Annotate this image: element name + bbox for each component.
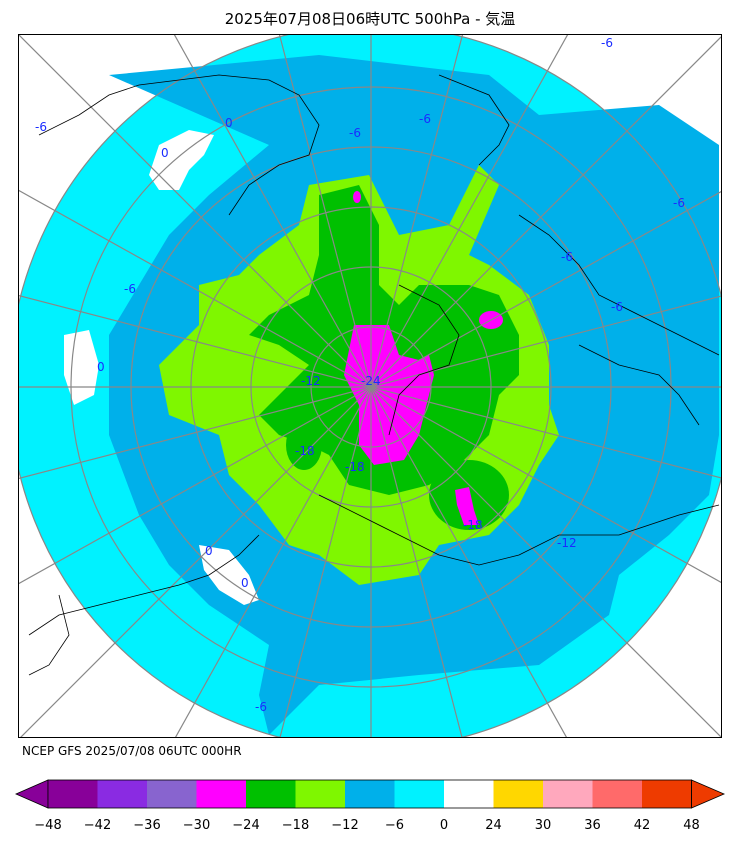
colorbar-tick-label: −12 bbox=[331, 818, 359, 833]
colorbar-border bbox=[47, 779, 692, 809]
contour-label: -6 bbox=[611, 300, 623, 314]
contour-label: -6 bbox=[124, 282, 136, 296]
contour-label: 0 bbox=[161, 146, 169, 160]
colorbar-tick-label: −30 bbox=[182, 818, 211, 833]
map-canvas: -6 -6 -6 -6 -6 -6 -6 -6 -6 0 0 0 0 0 -12… bbox=[19, 35, 721, 737]
contour-label: -12 bbox=[557, 536, 577, 550]
colorbar-tick-label: 42 bbox=[633, 818, 651, 833]
colorbar bbox=[15, 779, 726, 809]
colorbar-segments bbox=[15, 779, 726, 809]
graticule bbox=[19, 35, 721, 737]
contour-label: -24 bbox=[361, 374, 381, 388]
colorbar-tick-label: −48 bbox=[34, 818, 62, 833]
contour-label: -12 bbox=[301, 374, 321, 388]
cold-cell-west bbox=[286, 420, 322, 470]
contour-label: 0 bbox=[97, 360, 105, 374]
warm-patch-atlantic bbox=[64, 330, 99, 405]
contour-label: -18 bbox=[295, 444, 315, 458]
colorbar-tick-label: −6 bbox=[384, 818, 405, 833]
colorbar-segment bbox=[493, 780, 543, 808]
colorbar-tick-label: −18 bbox=[281, 818, 310, 833]
contour-label: -6 bbox=[561, 250, 573, 264]
colorbar-tick-label: −24 bbox=[232, 818, 260, 833]
colorbar-segment bbox=[642, 780, 692, 808]
colorbar-segment bbox=[345, 780, 395, 808]
contour-label: 0 bbox=[205, 544, 213, 558]
contour-label: -6 bbox=[601, 36, 613, 50]
colorbar-segment bbox=[97, 780, 147, 808]
colorbar-tick-label: 48 bbox=[683, 818, 700, 833]
contour-label: -6 bbox=[673, 196, 685, 210]
contour-label: -18 bbox=[463, 518, 483, 532]
colorbar-segment bbox=[394, 780, 444, 808]
colorbar-segment bbox=[295, 780, 345, 808]
contour-label: -6 bbox=[255, 700, 267, 714]
warm-patch-siberia bbox=[149, 130, 214, 190]
colorbar-segment bbox=[543, 780, 593, 808]
colorbar-segment bbox=[592, 780, 642, 808]
colorbar-tick-label: 30 bbox=[534, 818, 552, 833]
colorbar-segment bbox=[246, 780, 296, 808]
colorbar-segment bbox=[48, 780, 98, 808]
colorbar-tick-label: −42 bbox=[83, 818, 112, 833]
contour-label: -18 bbox=[345, 460, 365, 474]
temperature-map: -6 -6 -6 -6 -6 -6 -6 -6 -6 0 0 0 0 0 -12… bbox=[18, 34, 722, 738]
colorbar-extend-low bbox=[15, 779, 49, 809]
contour-labels: -6 -6 -6 -6 -6 -6 -6 -6 -6 0 0 0 0 0 -12… bbox=[35, 36, 685, 714]
map-title: 2025年07月08日06時UTC 500hPa - 気温 bbox=[224, 10, 516, 28]
colorbar-segment bbox=[196, 780, 246, 808]
cold-core-small bbox=[353, 191, 361, 203]
colorbar-extend-high bbox=[691, 779, 726, 809]
band-minus30-minus24 bbox=[344, 325, 434, 465]
colorbar-tick-label: −36 bbox=[133, 818, 161, 833]
contour-label: 0 bbox=[241, 576, 249, 590]
coastlines bbox=[28, 74, 720, 676]
contour-label: -6 bbox=[35, 120, 47, 134]
contour-label: 0 bbox=[225, 116, 233, 130]
colorbar-tick-label: 36 bbox=[584, 818, 601, 833]
contour-label: -6 bbox=[349, 126, 361, 140]
cold-core-east bbox=[455, 487, 479, 525]
model-credit: NCEP GFS 2025/07/08 06UTC 000HR bbox=[22, 744, 242, 758]
colorbar-tick-label: 0 bbox=[439, 818, 449, 833]
colorbar-segment bbox=[147, 780, 197, 808]
colorbar-segment bbox=[444, 780, 494, 808]
colorbar-tick-label: 24 bbox=[485, 818, 502, 833]
contour-label: -6 bbox=[419, 112, 431, 126]
